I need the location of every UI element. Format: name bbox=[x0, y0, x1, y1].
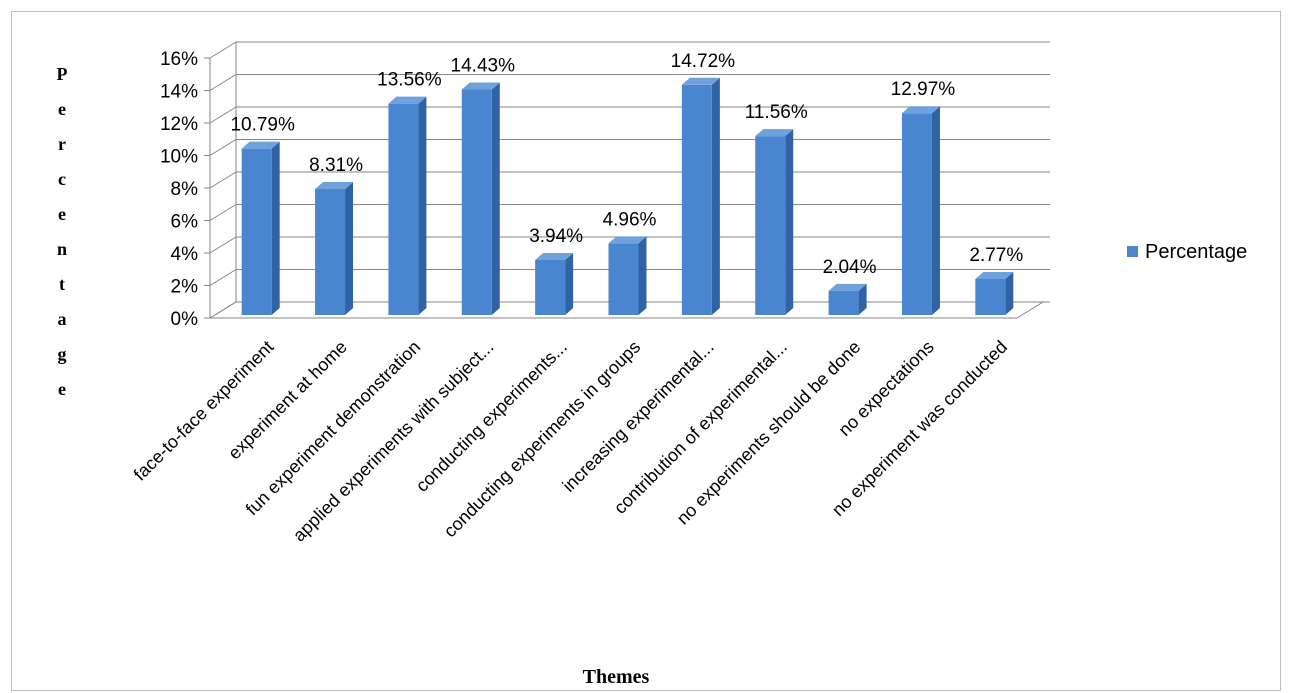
bar-front bbox=[315, 188, 346, 315]
gridline-side bbox=[209, 74, 237, 91]
y-axis-title-letter: e bbox=[58, 379, 66, 399]
bar-top bbox=[315, 181, 354, 189]
bar-top bbox=[608, 236, 647, 244]
data-label: 8.31% bbox=[309, 155, 363, 176]
floor bbox=[208, 301, 1045, 319]
bar-side bbox=[638, 236, 647, 315]
bar-top bbox=[681, 77, 720, 85]
legend-label: Percentage bbox=[1145, 241, 1247, 263]
data-label: 2.77% bbox=[969, 245, 1023, 266]
data-label: 14.72% bbox=[671, 51, 736, 72]
y-axis-title-letter: c bbox=[58, 169, 66, 189]
y-axis-ticks: 0% 2% 4% 6% 8% 10% 12% 14% 16% bbox=[160, 49, 210, 330]
bar-top bbox=[755, 129, 794, 137]
gridline-side bbox=[209, 236, 237, 254]
gridline-side bbox=[209, 171, 237, 189]
bar-chart: Percentage 0%2%4%6%8%10%12%14%16% 10.79%… bbox=[57, 41, 1247, 688]
bar-top bbox=[535, 252, 574, 260]
bar-front bbox=[975, 278, 1006, 315]
y-axis-title-letter: P bbox=[57, 64, 68, 84]
bar-side bbox=[491, 82, 500, 315]
bar-top bbox=[901, 106, 940, 114]
bar bbox=[388, 96, 427, 316]
y-axis-title-letter: a bbox=[58, 309, 67, 329]
bar-front bbox=[681, 84, 712, 315]
bar-side bbox=[858, 283, 867, 315]
legend-swatch bbox=[1127, 246, 1138, 257]
y-axis-title-letter: g bbox=[58, 344, 67, 364]
data-label: 10.79% bbox=[230, 115, 295, 136]
bar bbox=[975, 271, 1014, 315]
data-label: 14.43% bbox=[451, 56, 516, 77]
gridline-side bbox=[209, 139, 237, 156]
bar-side bbox=[711, 77, 720, 315]
bar-top bbox=[461, 82, 500, 90]
data-label: 13.56% bbox=[377, 70, 442, 91]
bar-side bbox=[785, 129, 794, 315]
data-label: 4.96% bbox=[603, 209, 657, 230]
y-axis-title-letter: n bbox=[57, 239, 67, 259]
y-tick-label: 10% bbox=[160, 147, 198, 168]
gridline-side bbox=[209, 204, 237, 221]
y-tick-label: 6% bbox=[171, 212, 199, 233]
bar-top bbox=[241, 141, 280, 149]
bar-side bbox=[345, 181, 354, 315]
y-axis-title-letter: r bbox=[58, 134, 66, 154]
bar-top bbox=[975, 271, 1014, 279]
data-label: 11.56% bbox=[745, 102, 808, 123]
y-tick-label: 16% bbox=[160, 49, 198, 70]
bar-side bbox=[565, 252, 574, 315]
bar-top bbox=[388, 96, 427, 104]
data-label: 12.97% bbox=[891, 79, 956, 100]
bar bbox=[315, 181, 354, 315]
bar bbox=[828, 283, 867, 315]
x-tick-label: increasing experimental... bbox=[559, 337, 718, 496]
x-tick-label: conducting experiments... bbox=[412, 337, 571, 496]
bar-side bbox=[931, 106, 940, 315]
data-label: 3.94% bbox=[529, 226, 583, 247]
bar-top bbox=[828, 283, 867, 291]
y-tick-label: 14% bbox=[160, 82, 198, 103]
bar bbox=[241, 141, 280, 315]
bar-front bbox=[608, 243, 639, 315]
y-tick-label: 0% bbox=[171, 309, 199, 330]
data-labels: 10.79% 8.31% 13.56% 14.43% 3.94% 4.96% 14.72% 1… bbox=[230, 51, 1023, 278]
bar bbox=[461, 82, 500, 315]
bar-side bbox=[1005, 271, 1014, 315]
bar bbox=[755, 129, 794, 315]
bar bbox=[608, 236, 647, 315]
bars bbox=[241, 77, 1014, 316]
bar-front bbox=[901, 113, 932, 315]
bar-front bbox=[241, 148, 272, 315]
bar bbox=[535, 252, 574, 315]
x-tick-label: face-to-face experiment bbox=[130, 337, 278, 485]
y-axis-title: Percentage bbox=[57, 64, 68, 399]
gridline-side bbox=[209, 41, 237, 59]
y-tick-label: 8% bbox=[171, 179, 199, 200]
bar-front bbox=[535, 259, 566, 315]
bar-side bbox=[418, 96, 427, 316]
y-tick-label: 12% bbox=[160, 114, 198, 135]
bar-front bbox=[755, 136, 786, 315]
legend: Percentage bbox=[1127, 241, 1247, 263]
bar bbox=[901, 106, 940, 315]
y-tick-label: 4% bbox=[171, 244, 199, 265]
bar-front bbox=[388, 103, 419, 316]
y-tick-label: 2% bbox=[171, 277, 199, 298]
data-label: 2.04% bbox=[823, 257, 877, 278]
bar bbox=[681, 77, 720, 315]
x-axis-title: Themes bbox=[583, 666, 650, 688]
y-axis-title-letter: t bbox=[59, 274, 65, 294]
bar-front bbox=[461, 89, 492, 315]
gridline-side bbox=[209, 269, 237, 286]
y-axis-title-letter: e bbox=[58, 204, 66, 224]
y-axis-title-letter: e bbox=[58, 99, 66, 119]
gridline-side bbox=[209, 106, 237, 124]
bar-side bbox=[271, 141, 280, 315]
bar-front bbox=[828, 290, 859, 315]
